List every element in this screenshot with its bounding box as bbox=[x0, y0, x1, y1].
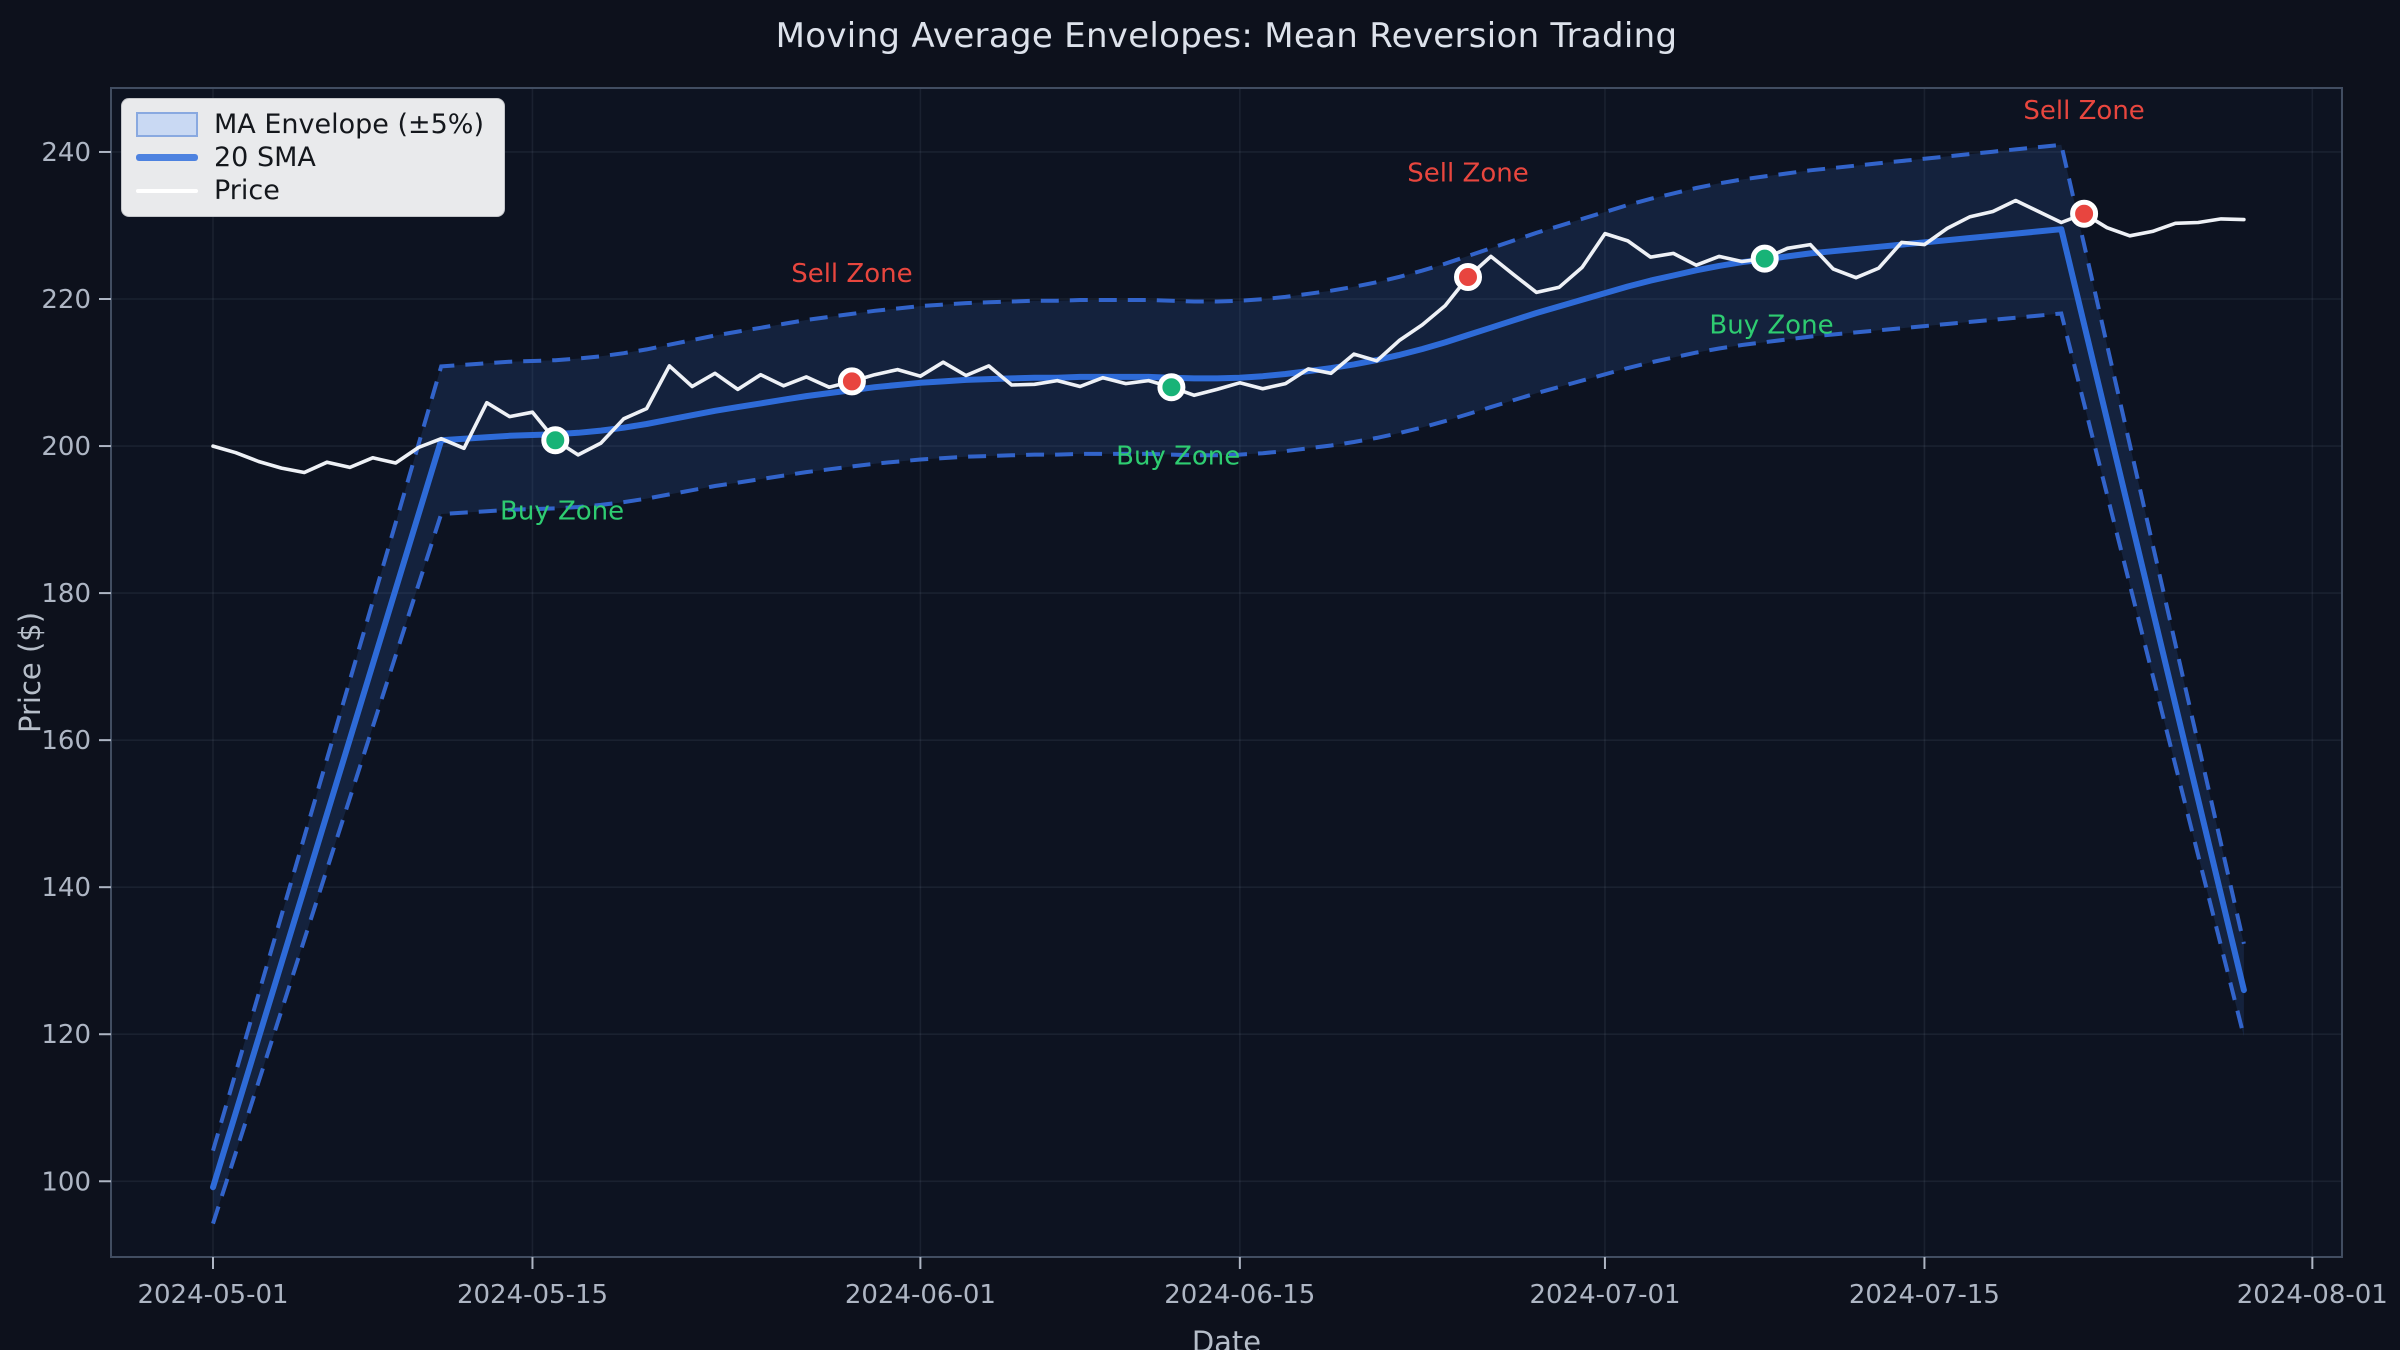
plot-border bbox=[110, 87, 2343, 1258]
envelope-upper-line bbox=[211, 142, 2246, 1152]
y-tick-label: 240 bbox=[41, 138, 91, 168]
sell-signal-marker bbox=[2070, 199, 2099, 228]
legend-label-sma: 20 SMA bbox=[214, 142, 316, 173]
buy-zone-annotation: Buy Zone bbox=[500, 497, 624, 527]
y-tick-label: 200 bbox=[41, 432, 91, 462]
y-tick-label: 220 bbox=[41, 285, 91, 315]
x-tick-label: 2024-06-01 bbox=[845, 1280, 996, 1310]
y-tick-label: 180 bbox=[41, 579, 91, 609]
y-tick-label: 160 bbox=[41, 726, 91, 756]
y-axis-title: Price ($) bbox=[13, 612, 47, 733]
x-tick-label: 2024-05-01 bbox=[137, 1280, 288, 1310]
x-tick-label: 2024-05-15 bbox=[457, 1280, 608, 1310]
price-line-swatch-icon bbox=[136, 188, 198, 193]
buy-zone-annotation: Buy Zone bbox=[1709, 311, 1833, 341]
sell-zone-annotation: Sell Zone bbox=[791, 259, 912, 289]
x-tick-label: 2024-08-01 bbox=[2237, 1280, 2388, 1310]
x-tick-label: 2024-07-01 bbox=[1529, 1280, 1680, 1310]
legend-item-sma: 20 SMA bbox=[136, 142, 484, 173]
y-tick-label: 120 bbox=[41, 1020, 91, 1050]
envelope-lower-line bbox=[211, 311, 2246, 1225]
buy-signal-marker bbox=[1750, 244, 1779, 273]
sell-zone-annotation: Sell Zone bbox=[1407, 158, 1528, 188]
legend-label-price: Price bbox=[214, 175, 280, 206]
x-axis-title: Date bbox=[1192, 1325, 1261, 1350]
envelope-fill bbox=[213, 144, 2244, 1224]
y-tick-label: 140 bbox=[41, 873, 91, 903]
legend-item-envelope: MA Envelope (±5%) bbox=[136, 109, 484, 140]
sell-signal-marker bbox=[837, 367, 866, 396]
sell-zone-annotation: Sell Zone bbox=[2023, 96, 2144, 126]
sma-line-swatch-icon bbox=[136, 154, 198, 161]
legend-label-envelope: MA Envelope (±5%) bbox=[214, 109, 484, 140]
chart-title: Moving Average Envelopes: Mean Reversion… bbox=[775, 16, 1678, 56]
plot-area bbox=[111, 88, 2342, 1257]
sma-line bbox=[210, 226, 2247, 1191]
legend: MA Envelope (±5%) 20 SMA Price bbox=[121, 98, 505, 217]
buy-signal-marker bbox=[1157, 373, 1186, 402]
x-tick-label: 2024-07-15 bbox=[1849, 1280, 2000, 1310]
legend-item-price: Price bbox=[136, 175, 484, 206]
y-tick-label: 100 bbox=[41, 1167, 91, 1197]
x-tick-label: 2024-06-15 bbox=[1164, 1280, 1315, 1310]
envelope-swatch-icon bbox=[136, 112, 198, 137]
sell-signal-marker bbox=[1454, 263, 1482, 291]
buy-zone-annotation: Buy Zone bbox=[1116, 441, 1240, 471]
buy-signal-marker bbox=[541, 426, 570, 455]
